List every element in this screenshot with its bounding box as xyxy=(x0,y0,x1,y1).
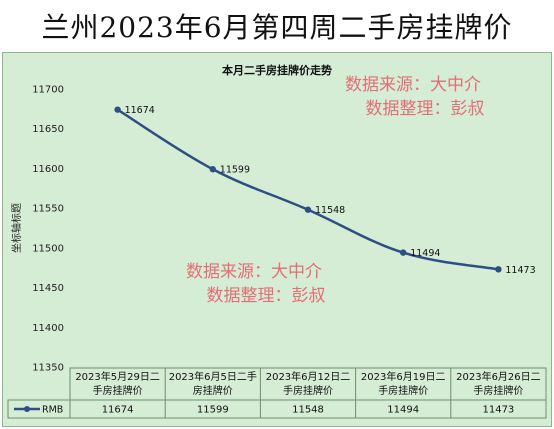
page-title: 兰州2023年6月第四周二手房挂牌价 xyxy=(41,11,513,44)
x-category-label: 手房挂牌价 xyxy=(283,384,333,397)
x-category-label: 2023年6月12日二 xyxy=(266,370,351,383)
x-category-label: 手房挂牌价 xyxy=(93,384,143,397)
x-category-label: 2023年5月29日二 xyxy=(75,370,160,383)
y-tick-label: 11350 xyxy=(32,363,64,374)
y-tick-label: 11400 xyxy=(32,323,64,334)
x-category-label: 手房挂牌价 xyxy=(378,384,428,397)
data-label: 11599 xyxy=(220,165,250,176)
data-point xyxy=(114,106,121,113)
y-tick-label: 11450 xyxy=(32,283,64,294)
data-label: 11473 xyxy=(505,265,535,276)
x-category-label: 2023年6月5日二手 xyxy=(169,370,257,383)
series-line xyxy=(116,108,499,271)
x-category-label: 2023年6月19日二 xyxy=(361,370,446,383)
data-table-value: 11473 xyxy=(482,405,514,416)
data-table-legend-cell xyxy=(7,399,71,419)
watermark-text: 数据来源：大中介 xyxy=(186,262,322,282)
data-label: 11548 xyxy=(315,205,345,216)
watermark-text: 数据整理：彭叔 xyxy=(366,99,485,119)
data-table-value: 11548 xyxy=(292,405,324,416)
x-category-label: 房挂牌价 xyxy=(193,384,233,397)
header-banner: 兰州2023年6月第四周二手房挂牌价 xyxy=(0,0,554,52)
data-label: 11494 xyxy=(410,248,440,259)
y-tick-label: 11700 xyxy=(32,85,64,96)
data-point xyxy=(209,166,216,173)
data-table-border xyxy=(69,367,547,419)
legend-series-name: RMB xyxy=(42,405,63,416)
y-axis-title: 坐标轴标题 xyxy=(10,203,23,253)
y-tick-label: 11500 xyxy=(32,243,64,254)
data-point xyxy=(495,266,502,273)
watermark-text: 数据整理：彭叔 xyxy=(207,286,326,306)
data-label: 11674 xyxy=(125,105,155,116)
legend-key-marker xyxy=(24,406,30,412)
y-tick-label: 11550 xyxy=(32,204,64,215)
x-category-label: 手房挂牌价 xyxy=(473,384,523,397)
data-table-value: 11599 xyxy=(197,405,229,416)
data-table-value: 11674 xyxy=(102,405,134,416)
data-point xyxy=(304,206,312,213)
chart-title: 本月二手房挂牌价走势 xyxy=(222,63,332,77)
data-point xyxy=(400,249,407,256)
y-tick-label: 11600 xyxy=(32,164,64,175)
watermark-text: 数据来源：大中介 xyxy=(345,75,481,95)
x-category-label: 2023年6月26日二 xyxy=(456,370,541,383)
data-table-value: 11494 xyxy=(387,405,419,416)
y-tick-label: 11650 xyxy=(32,124,64,135)
chart-panel xyxy=(2,52,552,427)
